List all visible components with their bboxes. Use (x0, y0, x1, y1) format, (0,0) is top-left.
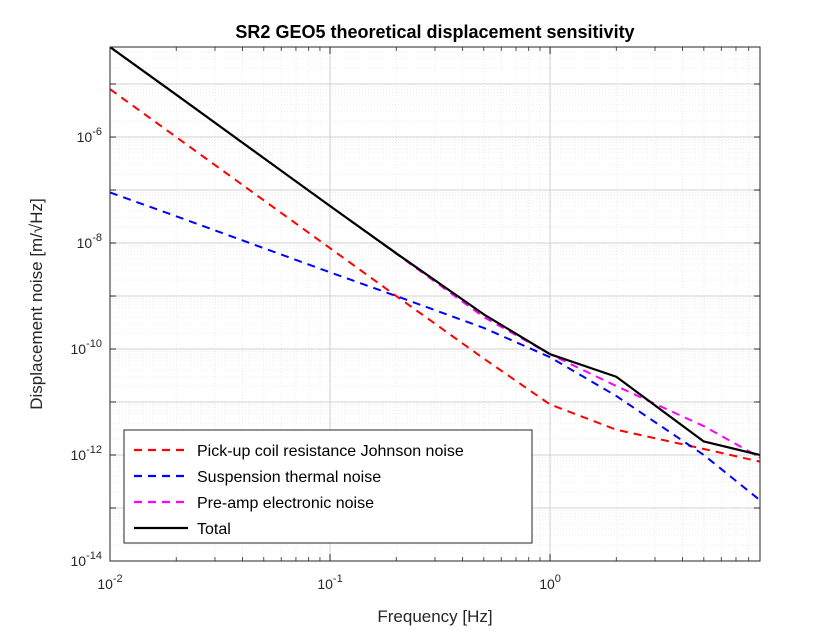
x-tick-label: 10-2 (97, 573, 122, 592)
series-line-3 (110, 47, 760, 459)
y-tick-label: 10-8 (77, 232, 102, 251)
legend-label: Suspension thermal noise (197, 469, 381, 486)
x-axis-label: Frequency [Hz] (377, 607, 492, 626)
x-tick-label: 10-1 (317, 573, 342, 592)
ticks-layer (109, 47, 761, 562)
legend-label: Pick-up coil resistance Johnson noise (197, 443, 464, 460)
series-line-2 (110, 191, 760, 502)
tick-labels: 10-2 10-1 100 10-6 10-8 10-10 10-12 10-14 (71, 126, 561, 592)
y-tick-label: 10-6 (77, 126, 102, 145)
y-tick-label: 10-10 (71, 338, 102, 357)
y-tick-label: 10-14 (71, 550, 102, 569)
series-layer (110, 47, 760, 502)
legend: Pick-up coil resistance Johnson noise Sus… (123, 429, 533, 544)
series-line-1 (110, 88, 760, 463)
legend-box (123, 429, 533, 544)
series-line-total (110, 47, 760, 457)
chart-title: SR2 GEO5 theoretical displacement sensit… (235, 22, 634, 42)
legend-label: Total (197, 521, 231, 538)
legend-label: Pre-amp electronic noise (197, 495, 374, 512)
legend-entries: Pick-up coil resistance Johnson noise Sus… (134, 443, 464, 538)
x-tick-label: 100 (539, 573, 561, 592)
y-axis-label: Displacement noise [m/√Hz] (27, 198, 46, 410)
y-tick-label: 10-12 (71, 444, 102, 463)
